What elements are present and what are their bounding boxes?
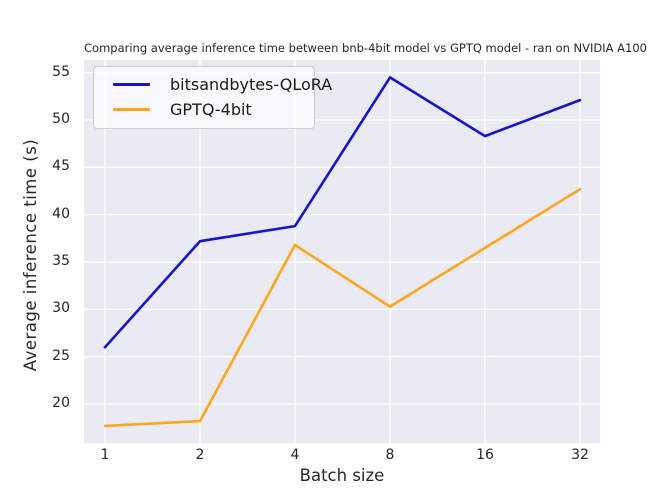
x-tick-label: 32: [571, 447, 589, 463]
x-tick-label: 2: [195, 447, 205, 463]
y-tick-label: 45: [52, 158, 70, 175]
y-tick-label: 25: [52, 347, 70, 364]
legend: bitsandbytes-QLoRA GPTQ-4bit: [93, 66, 332, 129]
x-tick-label: 1: [100, 447, 110, 463]
legend-item: GPTQ-4bit: [94, 97, 314, 122]
legend-label: GPTQ-4bit: [170, 100, 252, 119]
legend-label: bitsandbytes-QLoRA: [170, 75, 333, 94]
chart-title: Comparing average inference time between…: [84, 41, 647, 55]
y-tick-label: 35: [52, 253, 70, 270]
x-tick-label: 16: [476, 447, 494, 463]
legend-line-swatch: [113, 83, 150, 86]
x-axis-label: Batch size: [299, 466, 385, 485]
legend-item: bitsandbytes-QLoRA: [94, 72, 332, 97]
y-tick-label: 40: [52, 205, 70, 222]
legend-line-swatch: [113, 108, 150, 111]
x-tick-label: 8: [385, 447, 395, 463]
y-tick-label: 50: [52, 111, 70, 128]
y-tick-label: 20: [52, 395, 70, 412]
y-tick-label: 30: [52, 300, 70, 317]
y-tick-label: 55: [52, 63, 70, 80]
x-tick-label: 4: [290, 447, 300, 463]
